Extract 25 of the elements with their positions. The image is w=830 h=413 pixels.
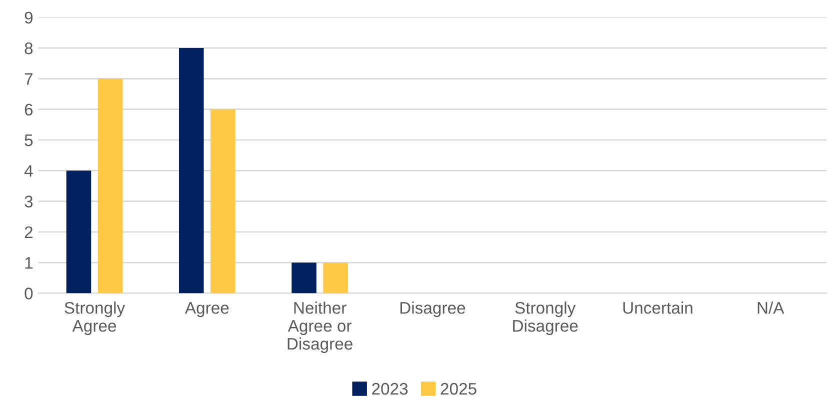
y-tick-label: 4 (24, 165, 33, 177)
x-tick-label: Uncertain (623, 302, 692, 314)
y-tick-label: 5 (24, 134, 33, 146)
y-tick-label: 9 (24, 12, 33, 24)
bar (98, 78, 123, 294)
bar (66, 170, 92, 294)
x-tick-label: Neither Agree or Disagree (288, 302, 352, 354)
y-tick-label: 0 (24, 288, 33, 300)
x-tick-label: Strongly Agree (64, 302, 126, 336)
y-tick-label: 1 (25, 257, 33, 269)
x-tick-label: Strongly Disagree (513, 302, 578, 336)
y-tick-label: 8 (24, 42, 33, 54)
y-tick-label: 6 (24, 104, 33, 116)
bar (178, 48, 204, 294)
legend-label: 2025 (440, 382, 476, 395)
y-tick-label: 7 (24, 73, 32, 85)
legend-label: 2023 (372, 382, 408, 395)
bar (323, 262, 348, 294)
x-tick-label: N/A (758, 302, 784, 314)
bar (292, 262, 316, 294)
y-tick-label: 2 (24, 226, 32, 238)
bar (210, 109, 236, 294)
y-tick-label: 3 (24, 196, 33, 208)
x-tick-label: Disagree (400, 302, 466, 318)
x-tick-label: Agree (184, 302, 229, 318)
